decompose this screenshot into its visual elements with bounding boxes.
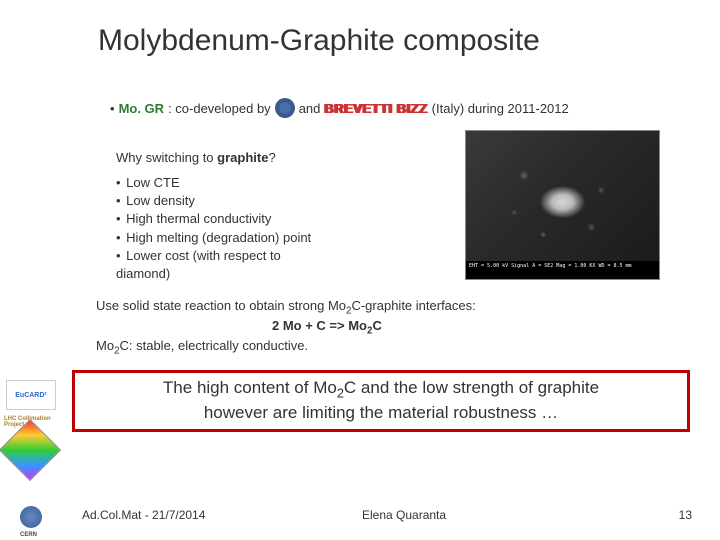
interfaces-post: C-graphite interfaces: (351, 298, 475, 313)
sub: 2 (337, 386, 344, 401)
eq-a: 2 Mo + C => Mo (272, 318, 367, 333)
sem-micrograph: EHT = 5.00 kV Signal A = SE2 Mag = 1.00 … (465, 130, 660, 280)
list-item: High melting (degradation) point (116, 229, 316, 247)
cern-logo-icon (275, 98, 295, 118)
diamond-icon (0, 419, 61, 481)
footer-page-number: 13 (679, 508, 692, 522)
stable-pre: Mo (96, 338, 114, 353)
eucard-logo: EuCARD² (6, 380, 56, 410)
reaction-equation: 2 Mo + C => Mo2C (272, 318, 382, 337)
advantages-list: Low CTE Low density High thermal conduct… (116, 174, 316, 283)
cern-small-icon (20, 506, 42, 528)
intro-question: Why switching to graphite? (116, 150, 276, 165)
brevetti-logo: BREVETTI BIZZ (324, 101, 427, 116)
stable-post: C: stable, electrically conductive. (120, 338, 309, 353)
and-text: and (299, 101, 321, 116)
intro-prefix: Why switching to (116, 150, 217, 165)
eq-b: C (372, 318, 381, 333)
interfaces-pre: Use solid state reaction to obtain stron… (96, 298, 346, 313)
bullet: • (110, 101, 115, 116)
tail-text: (Italy) during 2011-2012 (432, 101, 569, 116)
rb-l1a: The high content of Mo (163, 378, 337, 397)
list-item: Low CTE (116, 174, 316, 192)
interfaces-text: Use solid state reaction to obtain stron… (96, 298, 476, 317)
list-item: High thermal conductivity (116, 210, 316, 228)
stable-text: Mo2C: stable, electrically conductive. (96, 338, 308, 357)
intro-bold: graphite (217, 150, 268, 165)
cern-small-label: CERN (20, 532, 37, 538)
codev-text: : co-developed by (168, 101, 271, 116)
codevelop-line: • Mo. GR : co-developed by and BREVETTI … (110, 98, 569, 118)
highlight-box: The high content of Mo2C and the low str… (72, 370, 690, 432)
footer-author: Elena Quaranta (362, 508, 446, 522)
slide-title: Molybdenum-Graphite composite (98, 24, 540, 58)
list-item: Low density (116, 192, 316, 210)
rb-l1b: C and the low strength of graphite (344, 378, 599, 397)
logo-sidebar: EuCARD² LHC Collimation Project CERN (0, 0, 62, 540)
list-item: Lower cost (with respect to diamond) (116, 247, 316, 283)
intro-suffix: ? (268, 150, 275, 165)
mo-gr-label: Mo. GR (119, 101, 165, 116)
sem-caption-bar: EHT = 5.00 kV Signal A = SE2 Mag = 1.00 … (466, 261, 659, 279)
rb-l2: however are limiting the material robust… (204, 403, 558, 422)
footer-date: Ad.Col.Mat - 21/7/2014 (82, 508, 205, 522)
highlight-text: The high content of Mo2C and the low str… (163, 377, 599, 425)
